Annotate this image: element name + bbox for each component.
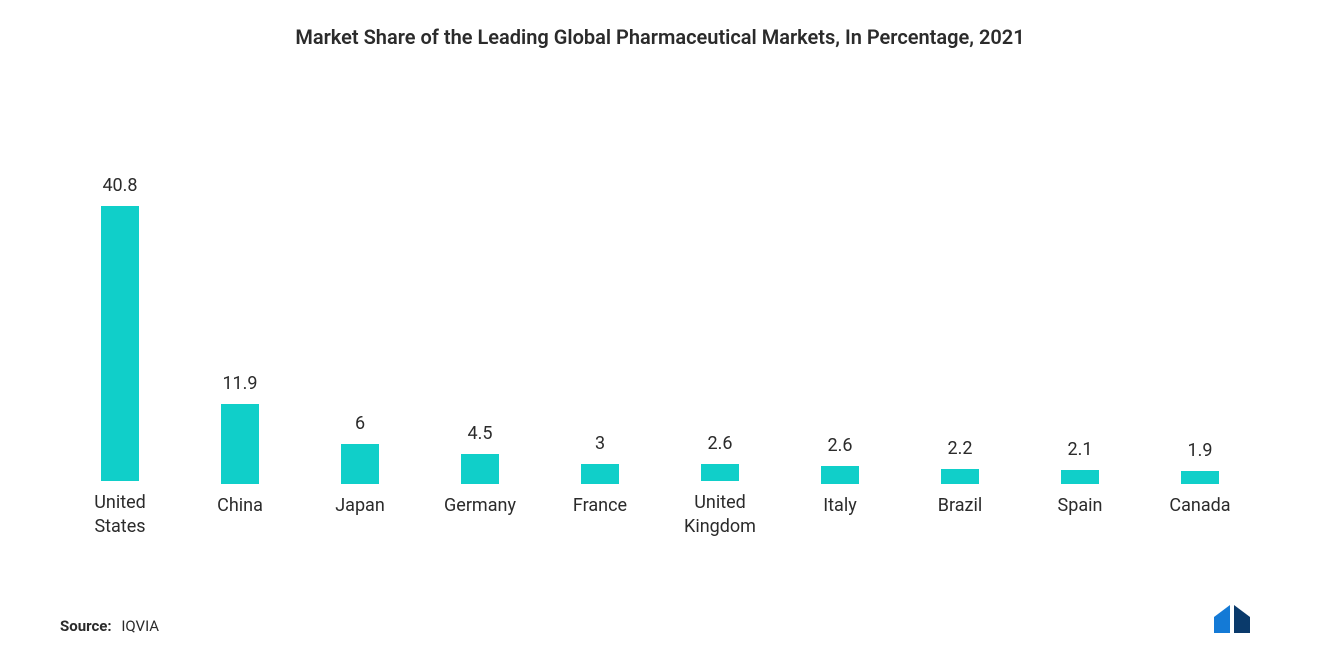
bar-value-label: 2.2	[948, 438, 973, 459]
source-value: IQVIA	[121, 617, 159, 635]
bar	[101, 206, 139, 481]
bar	[1061, 470, 1099, 484]
bar	[341, 444, 379, 484]
bar-group: 4.5 Germany	[420, 423, 540, 538]
bar	[581, 464, 619, 484]
chart-title: Market Share of the Leading Global Pharm…	[50, 25, 1270, 49]
bar-category-label: France	[573, 494, 627, 538]
bar-category-label: Brazil	[938, 494, 982, 538]
bar-category-label: United Kingdom	[684, 491, 756, 538]
chart-footer: Source: IQVIA	[50, 603, 1270, 635]
bar-value-label: 1.9	[1188, 440, 1213, 461]
bar	[821, 466, 859, 484]
bar-value-label: 4.5	[468, 423, 493, 444]
bar-value-label: 6	[355, 413, 365, 434]
plot-area: 40.8 United States 11.9 China 6 Japan 4.5 Germa…	[50, 59, 1270, 538]
bar-value-label: 40.8	[102, 175, 137, 196]
bar-value-label: 3	[595, 433, 605, 454]
source-line: Source: IQVIA	[60, 617, 159, 635]
bar-group: 2.1 Spain	[1020, 439, 1140, 538]
bar	[1181, 471, 1219, 484]
bar-category-label: Japan	[335, 494, 385, 538]
bar-category-label: China	[217, 494, 263, 538]
bar-value-label: 2.6	[708, 433, 733, 454]
bar-group: 11.9 China	[180, 373, 300, 538]
bar-category-label: United States	[94, 491, 146, 538]
bar-group: 2.6 Italy	[780, 435, 900, 538]
bar-value-label: 2.1	[1068, 439, 1093, 460]
bar-group: 2.2 Brazil	[900, 438, 1020, 538]
chart-container: Market Share of the Leading Global Pharm…	[0, 0, 1320, 665]
bar	[461, 454, 499, 484]
brand-logo-icon	[1212, 603, 1260, 635]
bar-group: 6 Japan	[300, 413, 420, 538]
bar-group: 1.9 Canada	[1140, 440, 1260, 538]
bar-group: 40.8 United States	[60, 175, 180, 538]
bar	[221, 404, 259, 484]
bar-value-label: 2.6	[828, 435, 853, 456]
bar-category-label: Italy	[823, 494, 856, 538]
bar-category-label: Germany	[444, 494, 516, 538]
bar	[701, 464, 739, 482]
bar-value-label: 11.9	[222, 373, 257, 394]
bar	[941, 469, 979, 484]
bar-category-label: Canada	[1169, 494, 1230, 538]
source-prefix: Source:	[60, 617, 112, 635]
bar-group: 3 France	[540, 433, 660, 538]
bar-group: 2.6 United Kingdom	[660, 433, 780, 538]
bar-category-label: Spain	[1058, 494, 1103, 538]
